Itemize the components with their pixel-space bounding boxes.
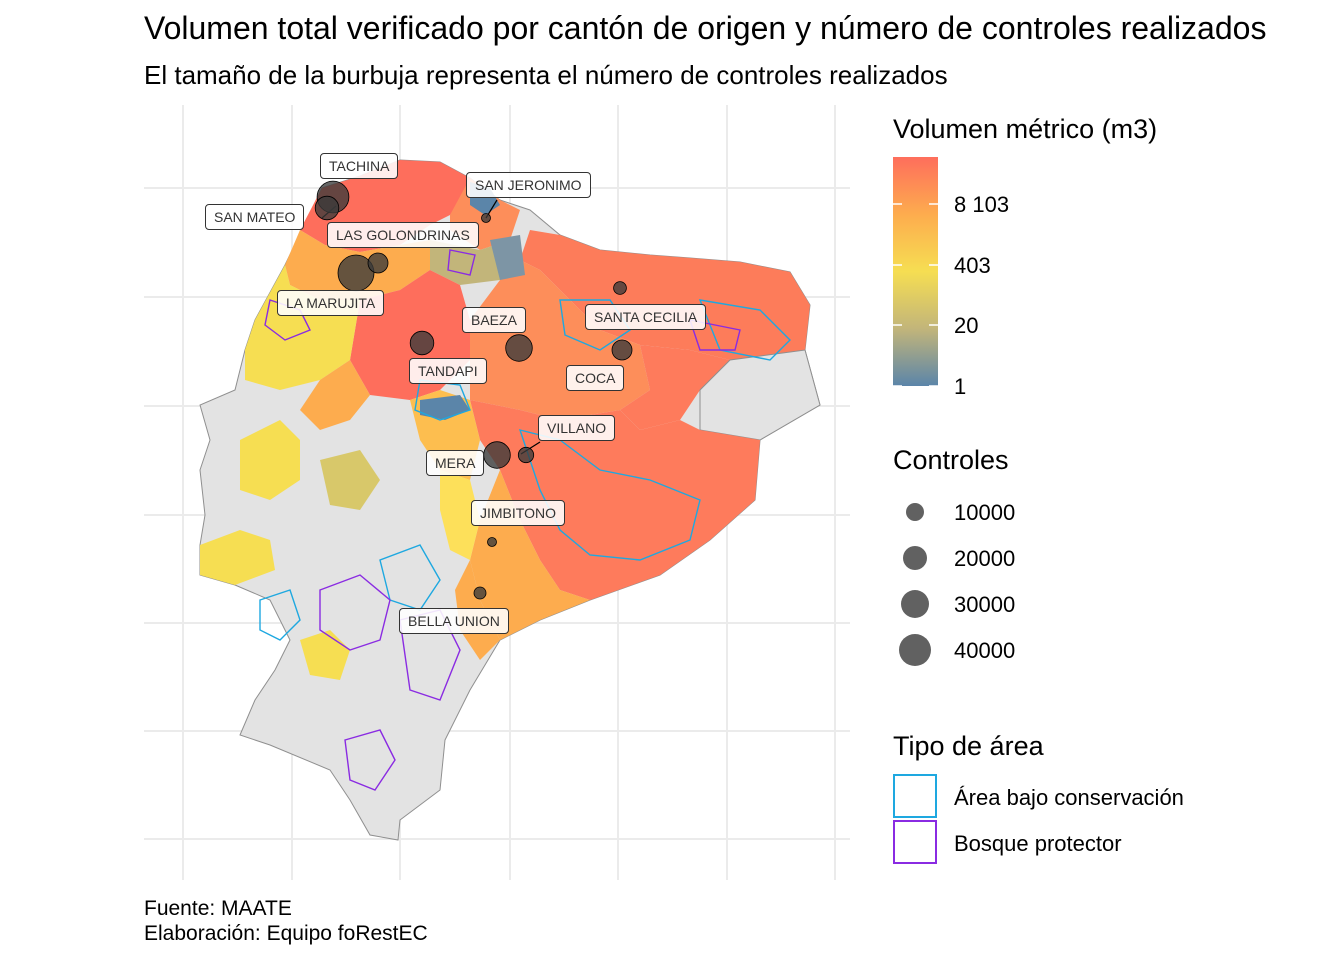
- label-baeza: BAEZA: [462, 307, 526, 333]
- bubble-bella-union: [473, 586, 487, 600]
- volume-tick-403: 403: [954, 253, 991, 278]
- bubble-santa-cecilia: [613, 281, 627, 295]
- label-san-mateo: SAN MATEO: [205, 204, 305, 230]
- area-label-protector: Bosque protector: [954, 831, 1122, 856]
- bubble-la-marujita: [367, 252, 389, 274]
- bubble-layer: [314, 180, 633, 600]
- bubble-coca: [611, 339, 633, 361]
- region-guayas: [200, 530, 275, 585]
- bubble-mera: [483, 441, 511, 469]
- region-manabi-north: [245, 265, 360, 390]
- bubble-san-jeronimo: [481, 213, 491, 223]
- label-tachina: TACHINA: [320, 153, 399, 179]
- region-bluegrey: [490, 235, 525, 280]
- map-subtitle: El tamaño de la burbuja representa el nú…: [144, 60, 948, 90]
- volume-tick-8103: 8 103: [954, 192, 1010, 217]
- controls-legend-circle-10000: [906, 503, 924, 521]
- conservation-swatch: [893, 774, 937, 818]
- area-label-conservation: Área bajo conservación: [954, 785, 1184, 810]
- label-villano: VILLANO: [538, 415, 616, 441]
- volume-legend-title: Volumen métrico (m3): [893, 114, 1158, 144]
- volume-tick-20: 20: [954, 313, 979, 338]
- label-la-marujita: LA MARUJITA: [277, 290, 385, 316]
- region-los-rios: [240, 420, 300, 500]
- volume-tick-1: 1: [954, 374, 967, 399]
- label-san-jeronimo: SAN JERONIMO: [466, 172, 591, 198]
- caption-source: Fuente: MAATE: [144, 897, 292, 920]
- controls-label-10000: 10000: [954, 500, 1016, 525]
- region-santo-domingo: [300, 360, 370, 430]
- region-orellana: [620, 345, 730, 430]
- volume-colorbar-ticks: [893, 203, 938, 387]
- region-sucumbios: [520, 230, 810, 360]
- label-coca: COCA: [566, 365, 625, 391]
- volume-colorbar: [893, 157, 938, 386]
- label-santa-cecilia: SANTA CECILIA: [585, 304, 707, 330]
- controls-label-30000: 30000: [954, 592, 1016, 617]
- map-title: Volumen total verificado por cantón de o…: [144, 10, 1267, 46]
- controls-legend-circle-40000: [899, 634, 931, 666]
- controls-label-40000: 40000: [954, 638, 1016, 663]
- controls-legend-circle-20000: [903, 546, 927, 570]
- label-mera: MERA: [426, 450, 485, 476]
- region-bolivar: [320, 450, 380, 510]
- label-jimbitono: JIMBITONO: [471, 500, 565, 526]
- region-tungurahua: [440, 470, 480, 560]
- controls-legend-title: Controles: [893, 445, 1009, 475]
- bubble-baeza: [505, 334, 533, 362]
- label-las-golondrinas: LAS GOLONDRINAS: [327, 222, 479, 248]
- controls-label-20000: 20000: [954, 546, 1016, 571]
- protector-swatch: [893, 820, 937, 864]
- bubble-villano: [517, 446, 535, 464]
- area-legend-title: Tipo de área: [893, 731, 1044, 761]
- bubble-san-mateo: [314, 195, 340, 221]
- region-pastaza: [470, 400, 760, 600]
- controls-legend-circle-30000: [901, 590, 929, 618]
- bubble-jimbitono: [487, 537, 497, 547]
- bubble-tandapi: [409, 330, 435, 356]
- caption-author: Elaboración: Equipo foRestEC: [144, 922, 428, 945]
- label-bella-union: BELLA UNION: [399, 608, 509, 634]
- label-tandapi: TANDAPI: [409, 358, 487, 384]
